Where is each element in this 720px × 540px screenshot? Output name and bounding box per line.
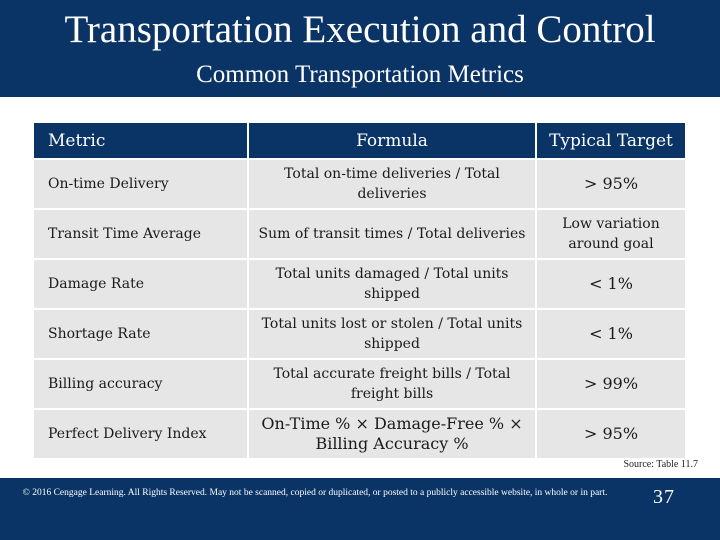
metric-cell: Shortage Rate bbox=[34, 308, 247, 358]
target-cell: > 95% bbox=[537, 158, 685, 208]
target-cell: Low variation around goal bbox=[537, 208, 685, 258]
source-note: Source: Table 11.7 bbox=[623, 459, 698, 470]
formula-cell: Total units damaged / Total units shippe… bbox=[247, 258, 537, 308]
copyright-notice: © 2016 Cengage Learning. All Rights Rese… bbox=[22, 488, 608, 498]
target-cell: > 95% bbox=[537, 408, 685, 458]
table-row: Shortage Rate Total units lost or stolen… bbox=[34, 308, 685, 358]
table-row: Billing accuracy Total accurate freight … bbox=[34, 358, 685, 408]
metric-cell: Perfect Delivery Index bbox=[34, 408, 247, 458]
formula-cell: Total accurate freight bills / Total fre… bbox=[247, 358, 537, 408]
formula-cell: Sum of transit times / Total deliveries bbox=[247, 208, 537, 258]
slide-footer: © 2016 Cengage Learning. All Rights Rese… bbox=[0, 478, 720, 540]
slide-subtitle: Common Transportation Metrics bbox=[196, 61, 524, 88]
target-cell: < 1% bbox=[537, 308, 685, 358]
page-number: 37 bbox=[653, 486, 675, 508]
slide-header: Transportation Execution and Control Com… bbox=[0, 0, 720, 97]
formula-cell: On-Time % × Damage-Free % × Billing Accu… bbox=[247, 408, 537, 458]
target-cell: > 99% bbox=[537, 358, 685, 408]
formula-cell: Total units lost or stolen / Total units… bbox=[247, 308, 537, 358]
table-header-row: Metric Formula Typical Target bbox=[34, 123, 685, 158]
target-cell: < 1% bbox=[537, 258, 685, 308]
table-row: Perfect Delivery Index On-Time % × Damag… bbox=[34, 408, 685, 458]
metric-cell: Transit Time Average bbox=[34, 208, 247, 258]
column-header-metric: Metric bbox=[34, 123, 247, 158]
slide-title: Transportation Execution and Control bbox=[64, 8, 656, 51]
table-row: Transit Time Average Sum of transit time… bbox=[34, 208, 685, 258]
metric-cell: Damage Rate bbox=[34, 258, 247, 308]
metrics-table: Metric Formula Typical Target On-time De… bbox=[34, 123, 685, 458]
table-row: Damage Rate Total units damaged / Total … bbox=[34, 258, 685, 308]
table-row: On-time Delivery Total on-time deliverie… bbox=[34, 158, 685, 208]
column-header-target: Typical Target bbox=[537, 123, 685, 158]
metric-cell: On-time Delivery bbox=[34, 158, 247, 208]
metric-cell: Billing accuracy bbox=[34, 358, 247, 408]
column-header-formula: Formula bbox=[247, 123, 537, 158]
formula-cell: Total on-time deliveries / Total deliver… bbox=[247, 158, 537, 208]
